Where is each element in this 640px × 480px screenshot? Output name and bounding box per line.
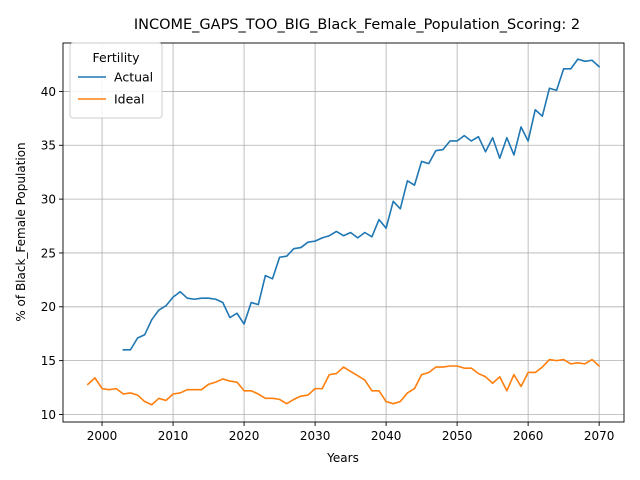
y-tick-label: 40 <box>41 85 56 99</box>
series-line-actual <box>122 58 601 351</box>
x-tick-label: 2060 <box>513 429 544 443</box>
legend-title: Fertility <box>93 50 141 65</box>
grid-layer <box>63 43 624 422</box>
chart-title: INCOME_GAPS_TOO_BIG_Black_Female_Populat… <box>134 17 580 33</box>
x-axis-label: Years <box>326 451 359 465</box>
y-tick-label: 10 <box>41 408 56 422</box>
legend-label-actual: Actual <box>114 70 153 85</box>
y-tick-label: 30 <box>41 192 56 206</box>
y-tick-label: 20 <box>41 300 56 314</box>
x-tick-label: 2070 <box>584 429 615 443</box>
y-tick-label: 25 <box>41 246 56 260</box>
tick-layer: 2000 2010 2020 2030 2040 2050 2060 2070 10 15 20 25… <box>41 85 615 443</box>
x-tick-label: 2010 <box>158 429 189 443</box>
legend-label-ideal: Ideal <box>114 92 144 107</box>
legend: Fertility Actual Ideal <box>69 42 163 119</box>
y-tick-label: 35 <box>41 139 56 153</box>
x-tick-label: 2050 <box>442 429 473 443</box>
x-tick-label: 2020 <box>229 429 260 443</box>
plot-frame <box>62 42 625 423</box>
y-axis-label: % of Black_Female Population <box>14 142 28 321</box>
x-tick-label: 2030 <box>300 429 331 443</box>
y-tick-label: 15 <box>41 354 56 368</box>
x-tick-label: 2040 <box>371 429 402 443</box>
series-layer <box>86 58 601 406</box>
series-line-ideal <box>86 358 601 406</box>
x-tick-label: 2000 <box>87 429 118 443</box>
